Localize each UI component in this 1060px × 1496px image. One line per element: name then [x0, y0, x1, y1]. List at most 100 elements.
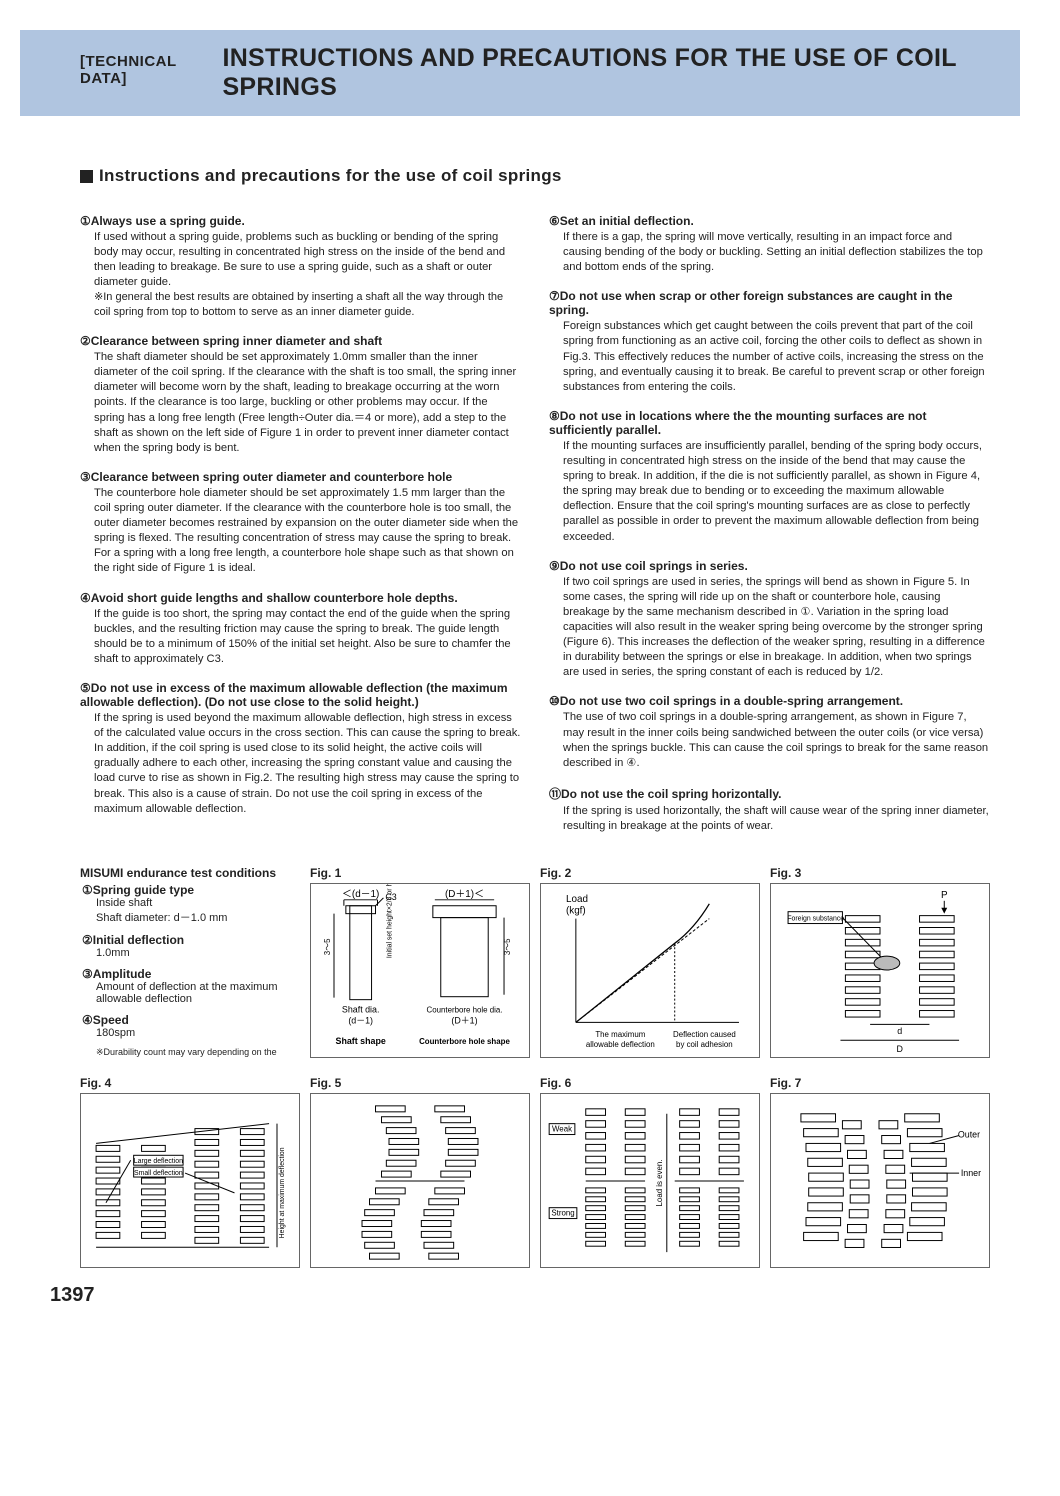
- fig2-load: Load: [566, 894, 588, 905]
- fig1-d1: (d－1): [348, 1015, 373, 1025]
- fig6-box: Weak Strong Load is even.: [540, 1093, 760, 1268]
- fig7-inner: Inner: [961, 1168, 981, 1178]
- fig1-d1-top: ＜(d－1): [342, 889, 379, 900]
- instruction-title: ⑩Do not use two coil springs in a double…: [549, 694, 990, 708]
- square-bullet-icon: [80, 170, 93, 183]
- fig6-label: Fig. 6: [540, 1076, 760, 1090]
- instruction-item: ⑨Do not use coil springs in series. If tw…: [549, 559, 990, 681]
- header-band: [TECHNICAL DATA] INSTRUCTIONS AND PRECAU…: [20, 30, 1020, 116]
- instruction-title: ②Clearance between spring inner diameter…: [80, 334, 521, 348]
- instruction-title: ⑤Do not use in excess of the maximum all…: [80, 681, 521, 709]
- fig1-cb-dia: Counterbore hole dia.: [427, 1006, 503, 1015]
- fig3-cell: Fig. 3 P Foreign substance: [770, 866, 990, 1058]
- fig4-label: Fig. 4: [80, 1076, 300, 1090]
- section-title: Instructions and precautions for the use…: [80, 166, 990, 186]
- instruction-title: ⑧Do not use in locations where the the m…: [549, 409, 990, 437]
- instruction-body: If the guide is too short, the spring ma…: [80, 607, 521, 667]
- page-number: 1397: [0, 1284, 1060, 1307]
- fig2-x1b: allowable deflection: [586, 1040, 655, 1049]
- instruction-body: The shaft diameter should be set approxi…: [80, 350, 521, 456]
- instruction-title: ①Always use a spring guide.: [80, 214, 521, 228]
- instruction-title: ⑥Set an initial deflection.: [549, 214, 990, 228]
- instruction-item: ⑪Do not use the coil spring horizontally…: [549, 785, 990, 834]
- instruction-item: ⑩Do not use two coil springs in a double…: [549, 694, 990, 770]
- test-item-title: ③Amplitude: [82, 967, 300, 981]
- test-item: ②Initial deflection1.0mm: [82, 933, 300, 959]
- instruction-body: The counterbore hole diameter should be …: [80, 486, 521, 577]
- instruction-title: ⑦Do not use when scrap or other foreign …: [549, 289, 990, 317]
- instruction-item: ④Avoid short guide lengths and shallow c…: [80, 591, 521, 667]
- instruction-body: The use of two coil springs in a double-…: [549, 710, 990, 770]
- fig1-cell: Fig. 1 ＜(d－1) C3 3～5: [310, 866, 530, 1058]
- fig2-x2b: by coil adhesion: [676, 1040, 733, 1049]
- left-column: ①Always use a spring guide. If used witho…: [80, 214, 521, 848]
- fig2-box: Load (kgf) The maximum allowable deflect…: [540, 883, 760, 1058]
- instruction-item: ⑤Do not use in excess of the maximum all…: [80, 681, 521, 817]
- test-item-title: ①Spring guide type: [82, 883, 300, 897]
- instruction-title: ③Clearance between spring outer diameter…: [80, 470, 521, 484]
- fig3-d: d: [897, 1026, 902, 1036]
- fig4-side: Height at maximum deflection: [279, 1147, 286, 1238]
- instruction-item: ②Clearance between spring inner diameter…: [80, 334, 521, 456]
- fig5-box: [310, 1093, 530, 1268]
- section-title-text: Instructions and precautions for the use…: [99, 166, 562, 186]
- fig6-cell: Fig. 6 Weak Strong Load is even.: [540, 1076, 760, 1268]
- fig4-cell: Fig. 4 Large deflection Small deflection: [80, 1076, 300, 1268]
- test-footnote: ※Durability count may vary depending on …: [82, 1047, 300, 1058]
- fig7-outer: Outer: [958, 1130, 980, 1140]
- instruction-body: If two coil springs are used in series, …: [549, 575, 990, 681]
- fig6-load: Load is even.: [655, 1160, 664, 1207]
- fig1-box: ＜(d－1) C3 3～5 Initial set height×2/3 or …: [310, 883, 530, 1058]
- test-item: ④Speed180spm: [82, 1013, 300, 1039]
- fig1-D1-top: (D＋1)＜: [445, 889, 484, 900]
- fig5-cell: Fig. 5: [310, 1076, 530, 1268]
- test-conditions-cell: MISUMI endurance test conditions ①Spring…: [80, 866, 300, 1058]
- fig4-small: Small deflection: [134, 1170, 183, 1177]
- fig3-label: Fig. 3: [770, 866, 990, 880]
- test-item: ③AmplitudeAmount of deflection at the ma…: [82, 967, 300, 1005]
- fig1-side1: 3～5: [323, 938, 332, 955]
- figure-row-1: MISUMI endurance test conditions ①Spring…: [80, 866, 990, 1058]
- instruction-body: If the spring is used horizontally, the …: [549, 804, 990, 834]
- test-heading: MISUMI endurance test conditions: [80, 866, 300, 880]
- header-title: INSTRUCTIONS AND PRECAUTIONS FOR THE USE…: [222, 44, 1000, 102]
- instruction-columns: ①Always use a spring guide. If used witho…: [80, 214, 990, 848]
- fig2-label: Fig. 2: [540, 866, 760, 880]
- instruction-title: ⑨Do not use coil springs in series.: [549, 559, 990, 573]
- test-item-body: Amount of deflection at the maximum allo…: [82, 981, 300, 1005]
- instruction-body: If the spring is used beyond the maximum…: [80, 711, 521, 817]
- test-conditions-box: ①Spring guide typeInside shaft Shaft dia…: [80, 883, 300, 1058]
- fig3-p: P: [941, 890, 948, 901]
- fig1-right-cap: Counterbore hole shape: [419, 1037, 510, 1046]
- fig3-D: D: [897, 1044, 903, 1054]
- instruction-body: If the mounting surfaces are insufficien…: [549, 439, 990, 545]
- right-column: ⑥Set an initial deflection. If there is a…: [549, 214, 990, 848]
- test-item: ①Spring guide typeInside shaft Shaft dia…: [82, 883, 300, 925]
- test-item-title: ②Initial deflection: [82, 933, 300, 947]
- fig1-D1: (D＋1): [451, 1015, 477, 1025]
- fig5-label: Fig. 5: [310, 1076, 530, 1090]
- fig2-cell: Fig. 2 Load (kgf) The maximum allowable …: [540, 866, 760, 1058]
- fig6-weak: Weak: [552, 1125, 572, 1134]
- instruction-title: ④Avoid short guide lengths and shallow c…: [80, 591, 521, 605]
- test-item-body: 180spm: [82, 1027, 300, 1039]
- fig2-kgf: (kgf): [566, 906, 586, 917]
- instruction-body: Foreign substances which get caught betw…: [549, 319, 990, 395]
- fig1-vtext: Initial set height×2/3 or higher: [386, 884, 393, 958]
- fig1-left-cap: Shaft shape: [336, 1036, 386, 1046]
- instruction-note: ※In general the best results are obtaine…: [80, 290, 521, 320]
- instruction-body: If there is a gap, the spring will move …: [549, 230, 990, 275]
- test-item-title: ④Speed: [82, 1013, 300, 1027]
- fig3-box: P Foreign substance d D: [770, 883, 990, 1058]
- test-item-body: 1.0mm: [82, 947, 300, 959]
- fig2-x2a: Deflection caused: [673, 1030, 736, 1039]
- fig7-cell: Fig. 7 Outer Inner: [770, 1076, 990, 1268]
- fig7-label: Fig. 7: [770, 1076, 990, 1090]
- fig4-box: Large deflection Small deflection Height…: [80, 1093, 300, 1268]
- fig4-large: Large deflection: [134, 1158, 183, 1165]
- figure-row-2: Fig. 4 Large deflection Small deflection: [80, 1076, 990, 1268]
- instruction-body: If used without a spring guide, problems…: [80, 230, 521, 290]
- fig1-label: Fig. 1: [310, 866, 530, 880]
- instruction-item: ③Clearance between spring outer diameter…: [80, 470, 521, 577]
- fig2-x1a: The maximum: [595, 1030, 645, 1039]
